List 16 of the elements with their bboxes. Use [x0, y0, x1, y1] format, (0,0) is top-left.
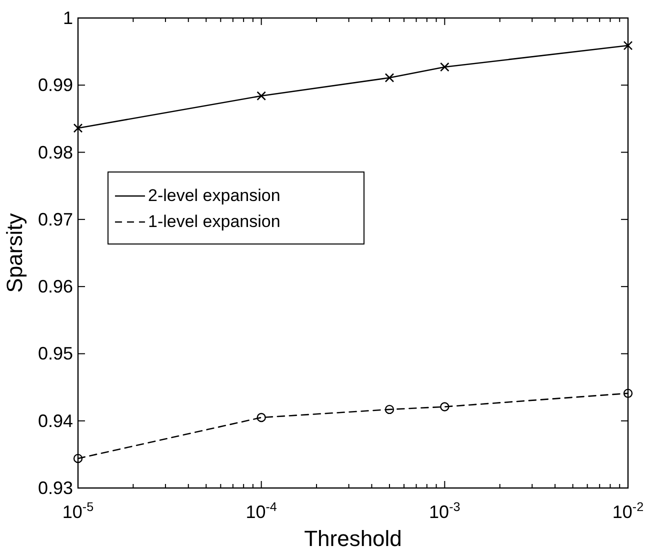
x-axis-title: Threshold: [304, 526, 402, 551]
y-tick-label: 0.98: [38, 142, 73, 162]
y-tick-label: 1: [62, 8, 73, 28]
y-tick-label: 0.99: [38, 75, 73, 96]
legend-label: 2-level expansion: [148, 186, 280, 205]
x-tick-label: 10$^{-5}$: [62, 500, 94, 522]
y-tick-label: 0.94: [38, 410, 73, 431]
x-tick-label: 10$^{-3}$: [429, 500, 460, 522]
x-tick-label: 10$^{-2}$: [612, 500, 644, 522]
y-tick-label: 0.96: [38, 276, 73, 297]
x-tick-label: 10$^{-4}$: [246, 500, 277, 522]
y-tick-label: 0.97: [38, 209, 73, 230]
legend-label: 1-level expansion: [148, 212, 280, 231]
y-axis-title: Sparsity: [2, 213, 27, 293]
y-tick-label: 0.93: [38, 478, 73, 498]
y-tick-label: 0.95: [38, 344, 73, 364]
